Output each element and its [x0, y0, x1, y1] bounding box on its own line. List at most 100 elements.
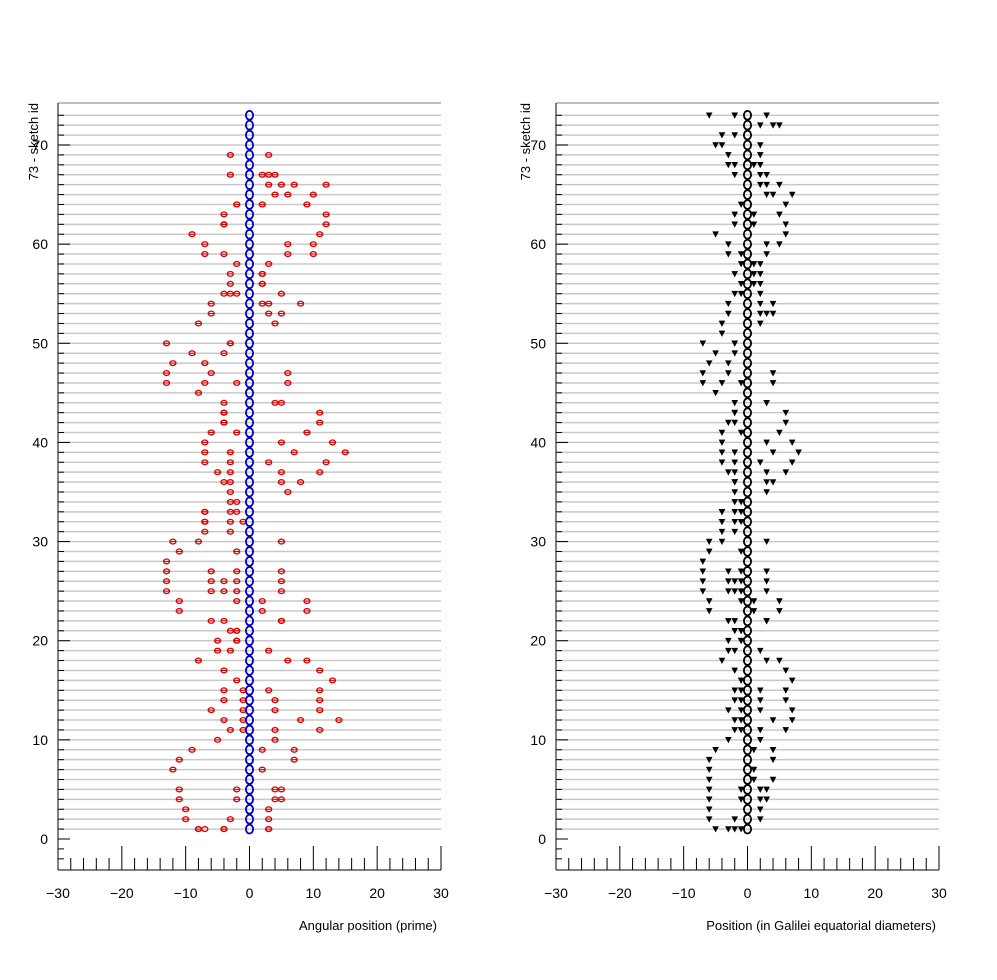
data-point — [277, 310, 286, 317]
center-point — [743, 585, 753, 597]
data-point — [782, 201, 790, 208]
data-point — [705, 608, 713, 615]
data-point — [737, 201, 745, 208]
data-point — [309, 241, 317, 248]
data-point — [750, 211, 758, 218]
data-point — [782, 469, 790, 476]
data-point — [782, 727, 790, 734]
data-point — [162, 369, 171, 377]
y-axis-title: 73 - sketch id — [518, 103, 533, 180]
data-point — [182, 806, 190, 813]
center-point — [743, 784, 753, 795]
data-point — [737, 727, 745, 734]
center-point — [244, 764, 254, 775]
center-point — [244, 813, 254, 825]
center-point — [743, 189, 753, 200]
center-point — [743, 278, 753, 290]
right-panel: 0 10 20 30 40 50 60 70 −30 −20 −10 0 10 20 30 Position … — [518, 102, 947, 933]
data-point — [763, 439, 770, 446]
data-point — [705, 776, 713, 783]
data-point — [328, 439, 337, 446]
data-point — [718, 439, 726, 446]
center-point — [743, 684, 753, 696]
data-point — [731, 717, 739, 724]
center-point — [244, 645, 254, 656]
data-point — [731, 419, 739, 427]
data-point — [226, 340, 235, 347]
data-point — [258, 598, 266, 605]
center-point — [743, 645, 753, 656]
center-point — [743, 764, 753, 775]
center-point — [743, 734, 753, 746]
data-point — [750, 271, 758, 278]
data-point — [220, 211, 228, 218]
data-point — [731, 449, 739, 456]
center-point — [743, 417, 753, 428]
data-point — [725, 637, 732, 645]
data-point — [782, 697, 790, 704]
data-point — [169, 766, 177, 773]
data-point — [756, 707, 764, 714]
data-point — [207, 369, 215, 377]
left-panel: 0 10 20 30 40 50 60 70 −30 −20 −10 0 10 20 30 Angular p… — [26, 102, 449, 933]
center-point — [743, 466, 753, 478]
data-point — [284, 657, 292, 664]
center-point — [743, 447, 753, 458]
y-tick-label: 10 — [530, 732, 546, 748]
center-point — [244, 308, 254, 319]
data-point — [769, 776, 777, 783]
data-point — [335, 716, 343, 724]
center-point — [743, 179, 753, 190]
data-point — [271, 726, 279, 733]
center-point — [743, 318, 753, 329]
data-point — [725, 360, 732, 367]
data-point — [737, 697, 745, 704]
center-point — [244, 754, 254, 765]
data-point — [750, 221, 758, 228]
center-point — [244, 784, 254, 795]
data-point — [750, 766, 758, 774]
data-point — [756, 142, 764, 149]
data-point — [296, 479, 305, 486]
data-point — [226, 171, 235, 178]
data-point — [226, 488, 235, 496]
data-point — [763, 181, 770, 189]
center-point — [244, 199, 254, 210]
data-point — [756, 320, 764, 327]
x-tick-label: 20 — [867, 885, 883, 901]
data-point — [201, 508, 209, 515]
data-point — [271, 171, 279, 178]
center-point — [743, 238, 753, 250]
data-point — [788, 707, 796, 714]
data-point — [277, 588, 286, 595]
data-point — [322, 211, 330, 218]
data-point — [737, 290, 745, 298]
data-point — [725, 162, 732, 169]
data-point — [705, 112, 713, 119]
data-point — [756, 310, 764, 317]
data-point — [233, 627, 241, 634]
data-point — [725, 251, 732, 258]
data-point — [737, 637, 745, 645]
data-point — [277, 568, 286, 575]
data-point — [162, 379, 171, 386]
data-point — [220, 399, 228, 406]
data-point — [725, 578, 732, 585]
x-tick-label: 30 — [931, 885, 947, 901]
data-point — [725, 310, 732, 317]
data-point — [207, 429, 215, 436]
data-point — [769, 756, 777, 764]
data-point — [194, 320, 203, 327]
data-point — [258, 766, 266, 773]
data-point — [233, 588, 241, 595]
data-point — [776, 181, 783, 189]
y-tick-label: 60 — [32, 236, 48, 252]
data-point — [303, 657, 311, 664]
data-point — [182, 816, 190, 823]
data-point — [705, 538, 713, 546]
data-point — [705, 796, 713, 803]
data-point — [175, 548, 183, 555]
center-point — [743, 823, 753, 835]
data-point — [788, 191, 796, 199]
center-point — [244, 506, 254, 518]
